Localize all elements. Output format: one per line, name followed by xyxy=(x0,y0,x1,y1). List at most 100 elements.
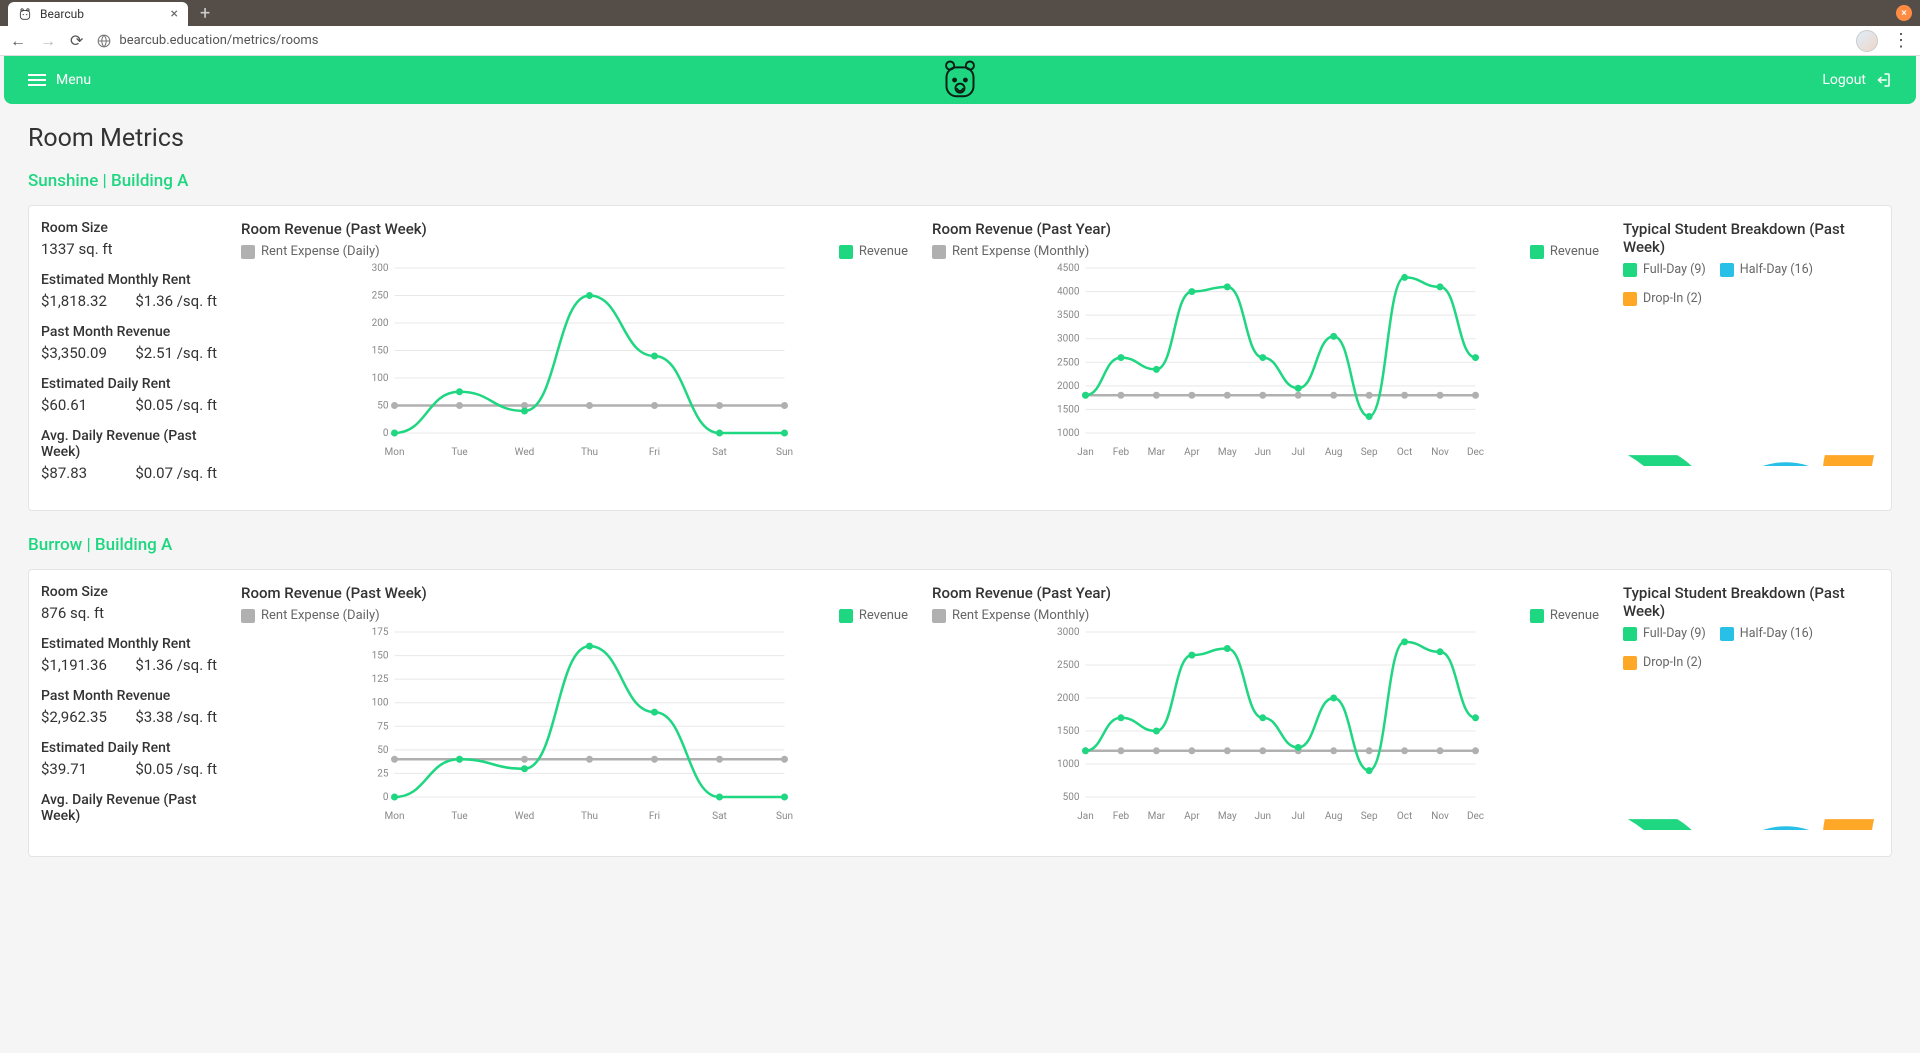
legend-item[interactable]: Drop-In (2) xyxy=(1623,655,1702,670)
svg-text:2500: 2500 xyxy=(1057,357,1080,368)
svg-text:175: 175 xyxy=(372,627,389,638)
svg-text:2000: 2000 xyxy=(1057,381,1080,392)
close-icon[interactable]: × xyxy=(171,6,178,22)
svg-text:50: 50 xyxy=(377,745,389,756)
svg-text:100: 100 xyxy=(372,373,389,384)
stat-label: Estimated Daily Rent xyxy=(41,376,217,392)
legend-item[interactable]: Rent Expense (Monthly) xyxy=(932,244,1089,259)
stat-value: 1337 sq. ft xyxy=(41,240,113,258)
legend-item[interactable]: Full-Day (9) xyxy=(1623,626,1706,641)
svg-text:3000: 3000 xyxy=(1057,627,1080,638)
legend-item[interactable]: Rent Expense (Monthly) xyxy=(932,608,1089,623)
svg-text:Sun: Sun xyxy=(776,447,793,458)
stat-label: Past Month Revenue xyxy=(41,324,217,340)
svg-text:3500: 3500 xyxy=(1057,310,1080,321)
svg-text:Dec: Dec xyxy=(1467,447,1484,458)
svg-text:Aug: Aug xyxy=(1325,811,1343,822)
close-window-button[interactable]: × xyxy=(1896,5,1912,21)
svg-text:0: 0 xyxy=(383,428,389,439)
reload-button[interactable]: ⟳ xyxy=(70,31,83,50)
svg-text:Thu: Thu xyxy=(581,811,598,822)
svg-text:Sat: Sat xyxy=(712,811,727,822)
svg-text:4500: 4500 xyxy=(1057,263,1080,274)
svg-text:Wed: Wed xyxy=(515,447,535,458)
svg-text:150: 150 xyxy=(372,346,389,357)
svg-text:Jul: Jul xyxy=(1291,447,1304,458)
svg-text:1000: 1000 xyxy=(1057,759,1080,770)
stat-value: $3,350.09 xyxy=(41,344,107,362)
legend-item[interactable]: Revenue xyxy=(1530,608,1599,623)
svg-text:25: 25 xyxy=(377,768,389,779)
stat-label: Avg. Daily Revenue (Past Week) xyxy=(41,792,217,824)
svg-text:150: 150 xyxy=(372,651,389,662)
svg-text:Dec: Dec xyxy=(1467,811,1484,822)
page-title: Room Metrics xyxy=(28,124,1892,153)
chart-title: Room Revenue (Past Year) xyxy=(932,584,1599,602)
url-bar[interactable]: bearcub.education/metrics/rooms xyxy=(97,33,1842,48)
svg-text:Tue: Tue xyxy=(451,447,467,458)
svg-text:Fri: Fri xyxy=(649,447,660,458)
svg-text:Nov: Nov xyxy=(1431,447,1449,458)
svg-text:Apr: Apr xyxy=(1184,447,1200,458)
url-text: bearcub.education/metrics/rooms xyxy=(119,33,318,48)
app-logo[interactable] xyxy=(942,60,978,100)
tab-favicon xyxy=(18,7,32,21)
stat-value: $1.36 /sq. ft xyxy=(135,656,217,674)
svg-text:50: 50 xyxy=(377,401,389,412)
svg-text:Sun: Sun xyxy=(776,811,793,822)
svg-text:Oct: Oct xyxy=(1397,447,1412,458)
stat-value: $0.05 /sq. ft xyxy=(135,760,217,778)
svg-text:May: May xyxy=(1218,447,1237,458)
forward-button[interactable]: → xyxy=(40,31,56,51)
room-card: Room Size876 sq. ft Estimated Monthly Re… xyxy=(28,569,1892,857)
donut-chart: Typical Student Breakdown (Past Week) Fu… xyxy=(1611,206,1891,510)
svg-text:4000: 4000 xyxy=(1057,287,1080,298)
stat-value: $2.51 /sq. ft xyxy=(135,344,217,362)
new-tab-button[interactable]: + xyxy=(200,3,210,24)
legend-item[interactable]: Rent Expense (Daily) xyxy=(241,244,380,259)
browser-menu-icon[interactable]: ⋮ xyxy=(1892,30,1910,51)
legend-item[interactable]: Rent Expense (Daily) xyxy=(241,608,380,623)
legend-item[interactable]: Revenue xyxy=(1530,244,1599,259)
svg-text:Mon: Mon xyxy=(385,811,405,822)
legend-item[interactable]: Drop-In (2) xyxy=(1623,291,1702,306)
legend-item[interactable]: Half-Day (16) xyxy=(1720,626,1813,641)
app-header: Menu Logout xyxy=(4,56,1916,104)
profile-avatar[interactable] xyxy=(1856,30,1878,52)
svg-text:2000: 2000 xyxy=(1057,693,1080,704)
stat-value: $87.83 xyxy=(41,464,87,482)
svg-text:250: 250 xyxy=(372,291,389,302)
svg-text:Mar: Mar xyxy=(1148,447,1166,458)
room-link[interactable]: Burrow | Building A xyxy=(28,535,1892,555)
room-link[interactable]: Sunshine | Building A xyxy=(28,171,1892,191)
stat-value: $0.05 /sq. ft xyxy=(135,396,217,414)
stat-label: Past Month Revenue xyxy=(41,688,217,704)
svg-text:Jun: Jun xyxy=(1254,811,1271,822)
svg-text:75: 75 xyxy=(377,721,389,732)
stat-value: $2,962.35 xyxy=(41,708,107,726)
logout-button[interactable]: Logout xyxy=(1822,71,1892,89)
stat-value: $1,191.36 xyxy=(41,656,107,674)
svg-text:Jan: Jan xyxy=(1077,447,1093,458)
back-button[interactable]: ← xyxy=(10,31,26,51)
svg-text:Mar: Mar xyxy=(1148,811,1166,822)
svg-text:Sep: Sep xyxy=(1361,811,1378,822)
donut-chart: Typical Student Breakdown (Past Week) Fu… xyxy=(1611,570,1891,856)
browser-tab[interactable]: Bearcub × xyxy=(8,2,188,26)
legend-item[interactable]: Full-Day (9) xyxy=(1623,262,1706,277)
legend-item[interactable]: Half-Day (16) xyxy=(1720,262,1813,277)
legend-item[interactable]: Revenue xyxy=(839,244,908,259)
legend-item[interactable]: Revenue xyxy=(839,608,908,623)
svg-text:Feb: Feb xyxy=(1113,811,1130,822)
stats-column: Room Size1337 sq. ft Estimated Monthly R… xyxy=(29,206,229,510)
logout-icon xyxy=(1874,71,1892,89)
svg-text:Oct: Oct xyxy=(1397,811,1412,822)
chart-title: Typical Student Breakdown (Past Week) xyxy=(1623,584,1879,620)
stat-label: Avg. Daily Revenue (Past Week) xyxy=(41,428,217,460)
chart-title: Room Revenue (Past Year) xyxy=(932,220,1599,238)
stat-value: $1,818.32 xyxy=(41,292,107,310)
menu-button[interactable]: Menu xyxy=(28,72,91,88)
svg-text:100: 100 xyxy=(372,698,389,709)
svg-text:Nov: Nov xyxy=(1431,811,1449,822)
svg-text:Thu: Thu xyxy=(581,447,598,458)
